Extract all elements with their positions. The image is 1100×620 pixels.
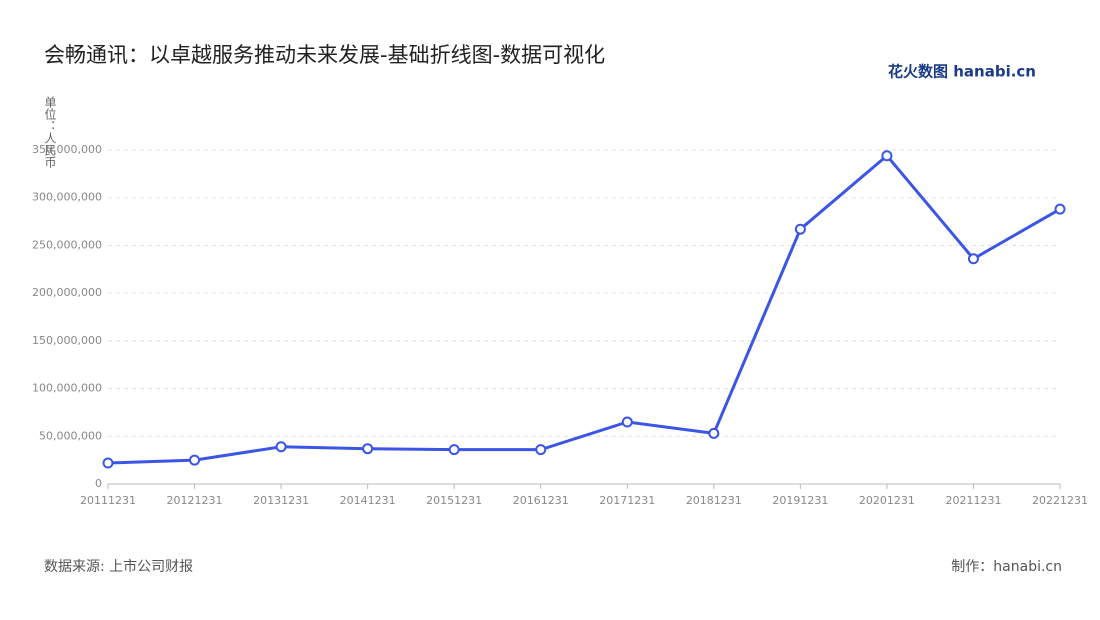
point xyxy=(448,444,460,456)
line xyxy=(107,153,1061,465)
x-tick-label: 20151231 xyxy=(426,494,482,507)
x-tick-label: 20121231 xyxy=(167,494,223,507)
chart-title: 会畅通讯：以卓越服务推动未来发展-基础折线图-数据可视化 xyxy=(44,43,605,67)
point xyxy=(189,454,201,466)
x-tick-label: 20201231 xyxy=(859,494,915,507)
x-tick-label: 20221231 xyxy=(1032,494,1088,507)
x-tick-label: 20171231 xyxy=(599,494,655,507)
credit: 制作：hanabi.cn xyxy=(951,559,1062,575)
source: 数据来源: 上市公司财报 xyxy=(44,558,193,575)
y-tick-label: 100,000,000 xyxy=(32,382,102,395)
x-tick-label: 20161231 xyxy=(513,494,569,507)
point xyxy=(708,427,720,439)
x-tick-label: 20141231 xyxy=(340,494,396,507)
y-tick-label: 250,000,000 xyxy=(32,238,102,251)
x-tick-label: 20211231 xyxy=(945,494,1001,507)
point xyxy=(967,253,979,265)
x-tick-label: 20111231 xyxy=(80,494,136,507)
y-tick-label: 200,000,000 xyxy=(32,286,102,299)
point xyxy=(1054,203,1066,215)
y-tick-label: 350,000,000 xyxy=(32,143,102,156)
point xyxy=(535,444,547,456)
point xyxy=(362,443,374,455)
y-tick-label: 50,000,000 xyxy=(39,429,102,442)
point xyxy=(275,441,287,453)
point xyxy=(794,223,806,235)
y-axis-label: 单位：人民币 xyxy=(43,96,57,168)
y-tick-label: 0 xyxy=(95,477,102,490)
point xyxy=(621,416,633,428)
y-tick-label: 300,000,000 xyxy=(32,191,102,204)
point xyxy=(881,150,893,162)
x-tick-label: 20191231 xyxy=(772,494,828,507)
x-tick-label: 20181231 xyxy=(686,494,742,507)
logo: 花火数图 hanabi.cn xyxy=(888,63,1036,81)
y-tick-label: 150,000,000 xyxy=(32,334,102,347)
x-tick-label: 20131231 xyxy=(253,494,309,507)
point xyxy=(102,457,114,469)
